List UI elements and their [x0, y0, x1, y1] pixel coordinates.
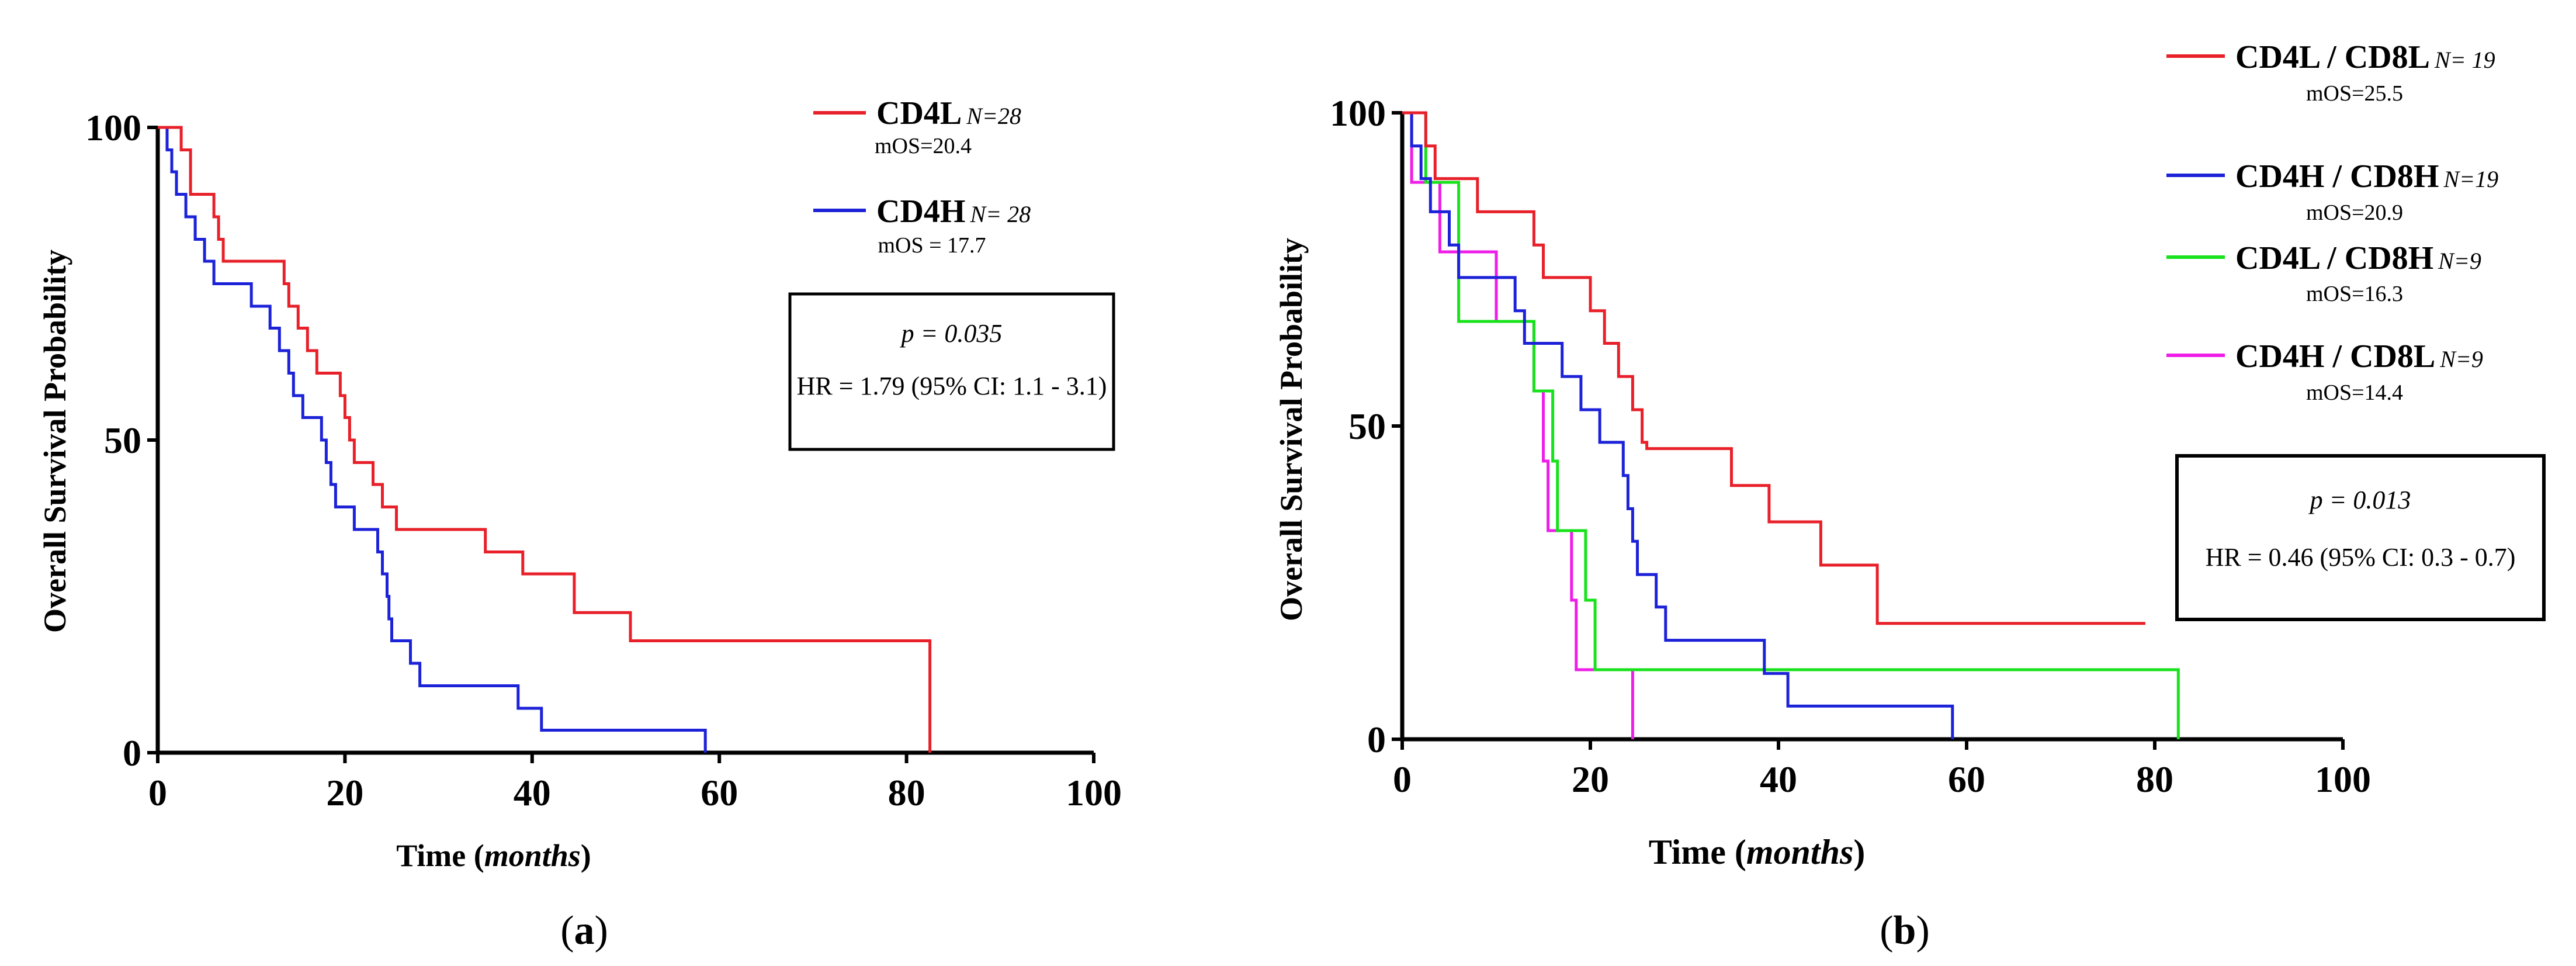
legend-mos: mOS=20.4: [875, 134, 972, 158]
panel-a-stats-box: p = 0.035 HR = 1.79 (95% CI: 1.1 - 3.1): [788, 292, 1115, 451]
x-tick-label: 100: [2315, 759, 2371, 800]
panel-b-x-axis-title: Time (months): [1649, 833, 1866, 871]
panel-a-legend: CD4L N=28 mOS=20.4 CD4H N= 28 mOS = 17.7: [813, 95, 1031, 258]
p-value: p = 0.035: [900, 319, 1003, 348]
legend-label: CD4L / CD8L N= 19: [2235, 39, 2495, 75]
legend-mos: mOS=25.5: [2306, 81, 2403, 106]
panel-b-y-axis-title: Overall Survival Probability: [1274, 238, 1309, 621]
hazard-ratio: HR = 0.46 (95% CI: 0.3 - 0.7): [2206, 543, 2516, 572]
legend-label: CD4L N=28: [876, 95, 1021, 131]
y-tick-label: 50: [104, 420, 141, 461]
x-tick-label: 20: [1572, 759, 1609, 800]
panel-a-tick-labels: 0 20 40 60 80 100 0 50 100: [85, 107, 1122, 813]
legend-mos: mOS=20.9: [2306, 200, 2403, 225]
x-tick-label: 80: [888, 772, 925, 813]
y-tick-label: 0: [1367, 719, 1386, 760]
x-tick-label: 60: [1948, 759, 1985, 800]
panel-a-axes: [147, 126, 1095, 763]
survival-curve-cd4h-cd8h: [1402, 111, 1954, 739]
panel-b-label: (b): [1880, 908, 1930, 953]
survival-curve-cd4h-cd8l: [1402, 111, 1634, 739]
panel-b-curves: [1402, 111, 2180, 739]
panel-b-axes: [1392, 111, 2345, 750]
panel-b-legend: CD4L / CD8L N= 19 mOS=25.5 CD4H / CD8H N=1…: [2166, 39, 2498, 405]
legend-label: CD4H / CD8H N=19: [2235, 158, 2498, 195]
panel-a-label: (a): [560, 908, 608, 953]
panel-a-chart: Overall Survival Probability 0 20 40 60 80 10…: [37, 95, 1122, 953]
y-tick-label: 100: [1330, 92, 1386, 134]
x-tick-label: 40: [514, 772, 551, 813]
y-tick-label: 0: [123, 732, 141, 774]
survival-curve-cd4l: [158, 126, 932, 753]
panel-b-stats-box: p = 0.013 HR = 0.46 (95% CI: 0.3 - 0.7): [2175, 454, 2546, 621]
stats-box-frame: [2175, 454, 2546, 621]
x-tick-label: 0: [148, 772, 167, 813]
legend-label: CD4H N= 28: [876, 193, 1031, 230]
panel-a-x-axis-title: Time (months): [396, 838, 591, 873]
legend-label: CD4H / CD8L N=9: [2235, 338, 2483, 375]
panel-b-legend-item-cd4l-cd8l: CD4L / CD8L N= 19 mOS=25.5: [2166, 39, 2495, 106]
panel-a-legend-item-cd4l: CD4L N=28 mOS=20.4: [813, 95, 1021, 158]
y-tick-label: 50: [1348, 406, 1386, 447]
x-tick-label: 40: [1760, 759, 1797, 800]
panel-a-legend-item-cd4h: CD4H N= 28 mOS = 17.7: [813, 193, 1031, 258]
x-tick-label: 0: [1393, 759, 1412, 800]
panel-a-y-axis-title: Overall Survival Probability: [37, 250, 72, 633]
x-tick-label: 100: [1066, 772, 1122, 813]
legend-mos: mOS = 17.7: [878, 233, 986, 258]
panel-b-legend-item-cd4h-cd8h: CD4H / CD8H N=19 mOS=20.9: [2166, 158, 2498, 225]
survival-curve-cd4h: [158, 126, 707, 753]
hazard-ratio: HR = 1.79 (95% CI: 1.1 - 3.1): [797, 372, 1107, 400]
stats-box-frame: [788, 292, 1115, 451]
panel-b-chart: Overall Survival Probability 0 20 40 60 80 10…: [1274, 39, 2546, 953]
legend-mos: mOS=16.3: [2306, 282, 2403, 306]
x-tick-label: 60: [701, 772, 738, 813]
legend-label: CD4L / CD8H N=9: [2235, 240, 2481, 276]
x-tick-label: 20: [326, 772, 363, 813]
panel-b-legend-item-cd4l-cd8h: CD4L / CD8H N=9 mOS=16.3: [2166, 240, 2481, 306]
panel-b-legend-item-cd4h-cd8l: CD4H / CD8L N=9 mOS=14.4: [2166, 338, 2483, 405]
legend-mos: mOS=14.4: [2306, 380, 2403, 405]
p-value: p = 0.013: [2308, 486, 2411, 514]
survival-curve-cd4l-cd8l: [1402, 111, 2145, 625]
panel-b-tick-labels: 0 20 40 60 80 100 0 50 100: [1330, 92, 2371, 800]
panel-a-curves: [158, 126, 932, 753]
survival-curve-cd4l-cd8h: [1402, 111, 2180, 739]
y-tick-label: 100: [85, 107, 141, 148]
x-tick-label: 80: [2136, 759, 2173, 800]
